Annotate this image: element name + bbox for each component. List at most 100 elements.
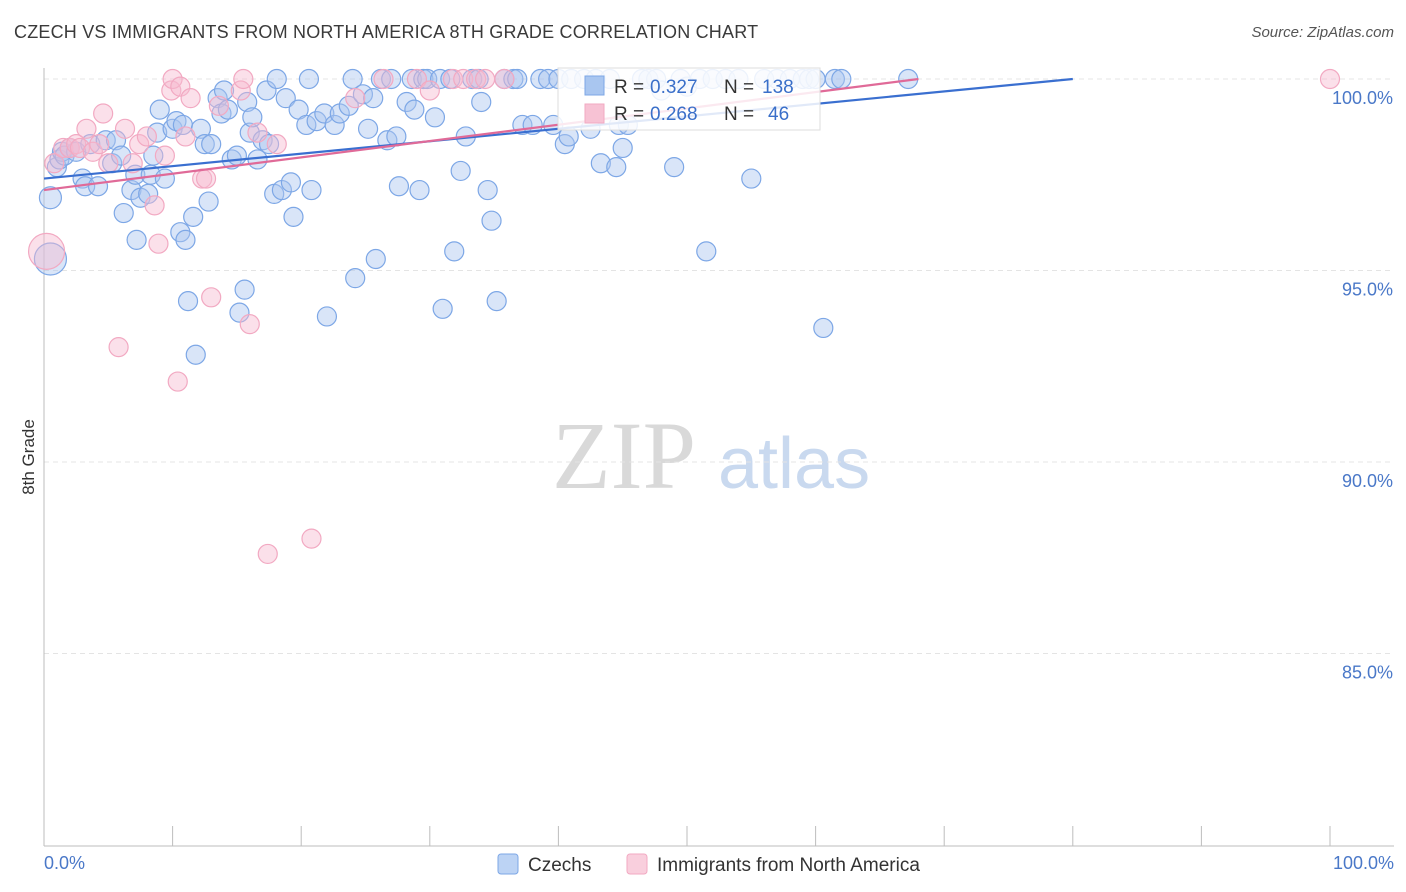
y-tick-label-3: 85.0% [1342,663,1393,683]
czechs-point-83 [404,99,425,120]
y-axis-title: 8th Grade [19,419,38,495]
immigrants-point-40 [442,68,464,90]
czechs-point-133 [741,168,762,189]
immigrants-point-8 [89,134,110,155]
czechs-point-89 [432,298,453,319]
czechs-point-129 [696,241,717,262]
czechs-point-99 [486,291,507,312]
czechs-point-25 [149,99,170,120]
czechs-point-49 [242,107,263,128]
czechs-point-19 [126,229,147,250]
legend-swatch-czechs [497,853,519,875]
immigrants-point-16 [144,195,165,216]
stats-swatch-czechs [584,75,605,96]
legend-label-czechs: Czechs [528,855,591,876]
stats-r-label-czechs: R = [614,77,644,98]
immigrants-point-15 [136,126,157,147]
immigrants-point-4 [66,134,87,155]
stats-n-label-czechs: N = [724,77,754,98]
immigrants-point-39 [419,80,440,101]
immigrants-point-37 [373,68,394,90]
immigrants-point-20 [162,68,183,90]
stats-r-value-czechs: 0.327 [650,77,698,98]
czechs-point-96 [471,91,492,113]
immigrants-point-36 [345,88,366,109]
czechs-point-0 [38,186,63,210]
immigrants-point-38 [406,68,428,90]
immigrants-point-23 [175,126,196,147]
czechs-point-40 [211,103,232,124]
czechs-point-34 [185,344,206,365]
czechs-point-55 [266,68,287,90]
czechs-point-31 [175,229,196,250]
immigrants-point-30 [233,68,254,90]
x-tick-label-max: 100.0% [1333,853,1394,873]
czechs-point-80 [388,176,410,197]
stats-n-value-immigrants: 46 [768,104,789,125]
czechs-point-37 [198,191,219,212]
czechs-point-81 [396,91,417,113]
immigrants-point-27 [201,287,222,308]
czechs-point-115 [590,153,611,174]
immigrants-point-45 [1319,68,1341,90]
czechs-point-26 [154,168,175,189]
czechs-point-24 [147,122,168,143]
czechs-point-74 [363,88,384,109]
immigrants-point-1 [44,153,65,174]
y-axis-tick-labels: 100.0% 95.0% 90.0% 85.0% [1332,88,1393,683]
immigrants-point-2 [53,137,74,159]
czechs-point-87 [424,107,446,128]
y-tick-label-0: 100.0% [1332,88,1393,108]
immigrants-point-44 [494,68,515,90]
x-axis-ticks [43,826,1331,846]
czechs-point-45 [229,302,250,323]
legend-label-immigrants: Immigrants from North America [657,855,920,876]
czechs-point-48 [239,122,260,143]
watermark-atlas: atlas [718,424,870,504]
czechs-point-16 [113,202,134,224]
immigrants-point-3 [59,137,80,159]
immigrants-point-6 [76,118,97,139]
immigrants-point-32 [247,122,268,143]
immigrants-point-28 [208,95,229,116]
czechs-point-15 [111,145,132,166]
czechs-point-52 [256,80,277,101]
czechs-point-59 [283,206,304,227]
czechs-point-62 [298,68,320,90]
immigrants-point-35 [301,528,322,549]
watermark-zip: ZIP [552,402,696,509]
czechs-point-84 [409,179,430,201]
stats-legend-box: R = 0.327 N = 138 R = 0.268 N = 46 [557,67,821,131]
czechs-point-38 [201,134,222,155]
czechs-point-32 [177,291,199,312]
czechs-point-33 [183,206,204,227]
immigrants-point-14 [129,134,150,155]
czechs-point-78 [381,68,402,90]
czechs-point-23 [143,145,164,166]
chart-title: CZECH VS IMMIGRANTS FROM NORTH AMERICA 8… [14,22,759,42]
czechs-point-71 [345,268,366,289]
y-tick-label-1: 95.0% [1342,280,1393,300]
czechs-point-98 [481,210,502,231]
czechs-point-1 [33,242,68,276]
immigrants-point-9 [93,103,114,124]
immigrants-point-31 [239,314,260,335]
czechs-point-141 [824,68,845,90]
czechs-point-36 [194,134,215,155]
czechs-point-12 [95,130,116,151]
immigrants-point-43 [474,68,496,90]
czechs-point-92 [450,160,471,182]
czechs-point-65 [314,103,335,124]
immigrants-point-11 [108,337,129,358]
czechs-point-11 [87,176,109,197]
stats-swatch-immigrants [584,103,605,124]
immigrants-point-26 [195,168,217,189]
series-legend: Czechs Immigrants from North America [497,853,920,876]
czechs-point-105 [530,68,551,90]
immigrants-point-18 [154,145,175,166]
czechs-point-67 [324,114,345,136]
immigrants-point-12 [114,118,136,139]
czechs-point-97 [477,179,498,201]
czechs-point-58 [280,172,302,193]
czechs-point-41 [213,80,235,101]
